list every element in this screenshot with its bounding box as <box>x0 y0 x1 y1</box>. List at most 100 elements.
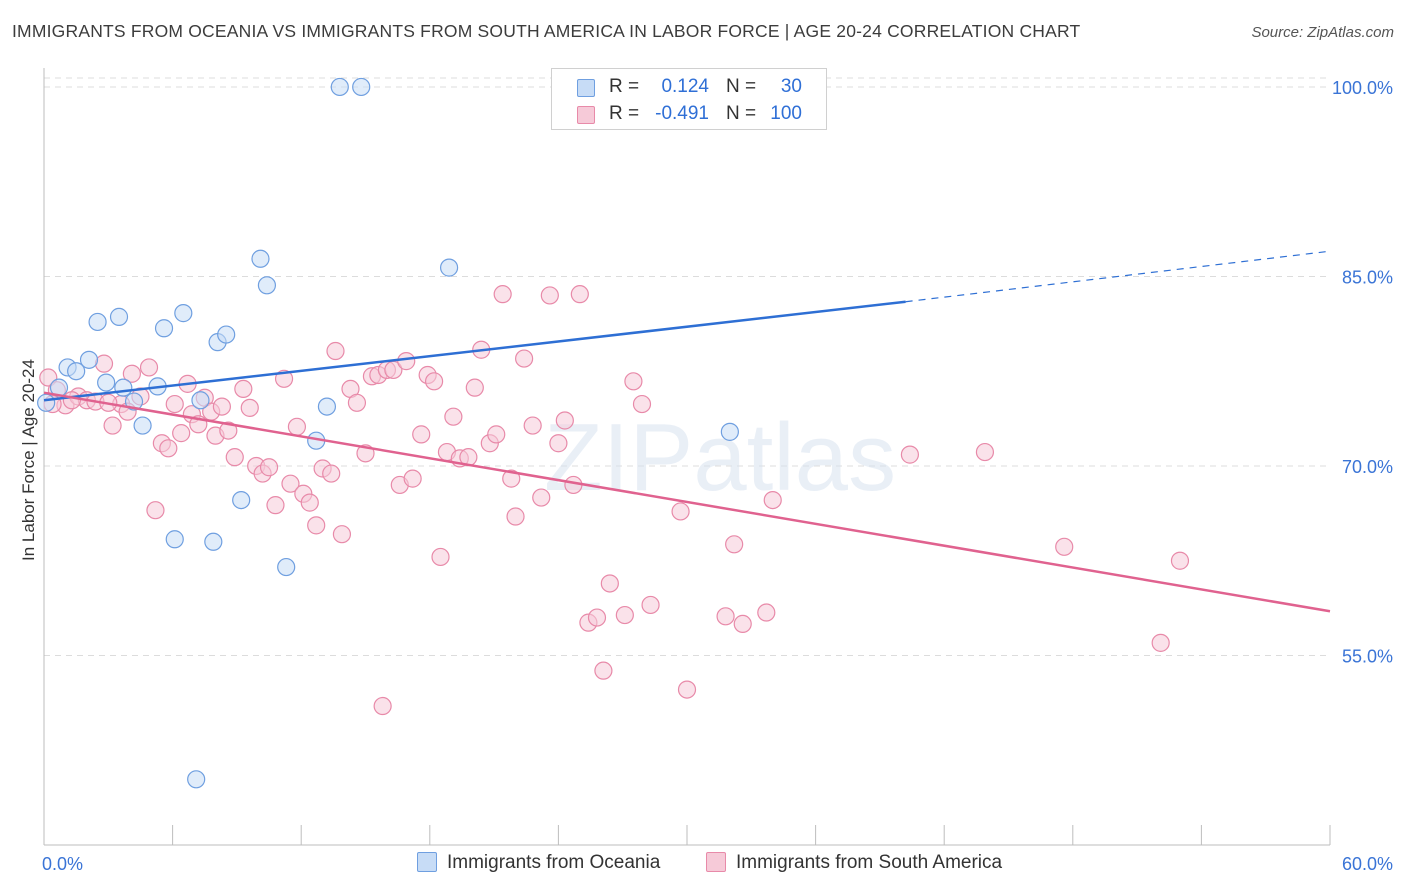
data-point-south-america <box>677 680 697 699</box>
data-point-oceania <box>124 392 144 411</box>
data-point-south-america <box>540 286 559 305</box>
data-point-oceania <box>251 249 270 268</box>
data-point-oceania <box>232 490 251 510</box>
data-point-oceania <box>204 532 223 551</box>
data-point-south-america <box>431 547 450 567</box>
data-point-south-america <box>465 378 484 397</box>
data-point-oceania <box>352 77 371 97</box>
data-point-oceania <box>133 416 152 435</box>
data-point-oceania <box>114 378 133 397</box>
bottom-legend-swatch-oceania <box>417 852 437 872</box>
data-point-south-america <box>493 285 512 304</box>
bottom-legend-south-america: Immigrants from South America <box>706 852 1002 874</box>
trend-line-south-america <box>43 391 1331 613</box>
data-point-oceania <box>88 312 107 332</box>
bottom-legend-swatch-south-america <box>706 852 726 872</box>
data-point-oceania <box>97 373 116 392</box>
data-point-south-america <box>587 608 607 627</box>
data-point-south-america <box>1055 537 1074 556</box>
data-point-south-america <box>444 407 463 426</box>
data-point-south-america <box>1170 551 1190 570</box>
legend-row-south-america: R = -0.491 N = 100 <box>552 100 826 128</box>
tick-labels: 55.0% 70.0% 85.0% 100.0% 0.0% 60.0% <box>42 78 1393 874</box>
legend-n-value: 30 <box>780 76 802 97</box>
data-point-south-america <box>632 394 652 414</box>
data-point-south-america <box>322 464 341 483</box>
data-point-south-america <box>600 574 619 593</box>
data-point-south-america <box>332 525 352 544</box>
source-label: Source: ZipAtlas.com <box>1251 24 1394 41</box>
data-point-south-america <box>159 439 178 458</box>
data-point-south-america <box>515 349 534 368</box>
trend-lines <box>43 250 1331 613</box>
data-point-oceania <box>720 422 739 441</box>
data-point-oceania <box>439 258 459 277</box>
legend-r-value: 0.124 <box>661 76 709 97</box>
legend-r-label: R = <box>609 103 640 124</box>
data-point-south-america <box>975 442 995 462</box>
data-point-oceania <box>330 77 349 97</box>
bottom-legend-label-oceania: Immigrants from Oceania <box>447 852 661 873</box>
data-point-oceania <box>174 304 193 323</box>
correlation-legend: R = 0.124 N = 30 R = -0.491 N = 100 <box>551 68 827 130</box>
y-tick-label: 70.0% <box>1342 457 1393 477</box>
data-point-south-america <box>94 354 114 373</box>
trend-line-oceania-extension <box>905 250 1331 303</box>
data-point-south-america <box>506 507 525 526</box>
data-point-south-america <box>424 372 444 391</box>
data-point-south-america <box>139 358 159 377</box>
data-point-oceania <box>109 307 129 326</box>
legend-n-label: N = <box>726 103 757 124</box>
legend-n-value: 100 <box>770 103 802 124</box>
data-point-south-america <box>373 696 392 716</box>
data-point-south-america <box>225 448 244 467</box>
data-point-south-america <box>146 501 165 520</box>
data-point-south-america <box>62 391 81 410</box>
legend-n-label: N = <box>726 76 757 97</box>
data-point-oceania <box>191 391 210 410</box>
chart-title: IMMIGRANTS FROM OCEANIA VS IMMIGRANTS FR… <box>12 21 1081 41</box>
data-point-south-america <box>615 605 634 625</box>
legend-row-oceania: R = 0.124 N = 30 <box>552 73 826 101</box>
data-point-oceania <box>277 557 296 577</box>
legend-swatch-oceania <box>577 79 595 97</box>
data-point-south-america <box>122 364 141 383</box>
data-point-south-america <box>1151 633 1170 652</box>
data-point-south-america <box>900 445 920 464</box>
data-point-oceania <box>187 770 206 789</box>
data-point-south-america <box>212 397 231 416</box>
data-point-south-america <box>412 425 431 444</box>
trend-line-oceania <box>43 300 906 402</box>
x-tick-label: 0.0% <box>42 854 83 874</box>
data-point-south-america <box>523 416 542 435</box>
data-point-south-america <box>300 493 319 512</box>
axes <box>43 68 1331 846</box>
data-point-oceania <box>37 393 56 412</box>
data-point-south-america <box>103 416 122 435</box>
data-point-oceania <box>79 350 99 369</box>
data-point-south-america <box>487 425 506 444</box>
bottom-legend-oceania: Immigrants from Oceania <box>417 852 660 874</box>
legend-swatch-south-america <box>577 106 595 124</box>
data-point-south-america <box>532 488 551 507</box>
data-point-oceania <box>67 362 86 381</box>
watermark: ZIPatlas <box>544 404 896 511</box>
data-point-south-america <box>624 372 643 391</box>
y-tick-label: 55.0% <box>1342 646 1393 666</box>
data-point-south-america <box>594 661 613 680</box>
legend-r-value: -0.491 <box>655 103 709 124</box>
data-point-south-america <box>641 595 660 615</box>
data-point-south-america <box>287 417 307 436</box>
y-tick-label: 85.0% <box>1342 267 1393 287</box>
data-point-south-america <box>234 379 253 399</box>
data-point-south-america <box>326 341 345 361</box>
grid-lines <box>44 77 1330 656</box>
data-point-south-america <box>172 424 191 443</box>
data-point-oceania <box>257 276 277 295</box>
data-point-south-america <box>725 535 744 554</box>
data-point-south-america <box>281 474 300 493</box>
data-point-south-america <box>502 469 521 488</box>
data-point-oceania <box>217 325 236 344</box>
data-point-oceania <box>317 397 337 416</box>
data-point-south-america <box>347 393 367 412</box>
